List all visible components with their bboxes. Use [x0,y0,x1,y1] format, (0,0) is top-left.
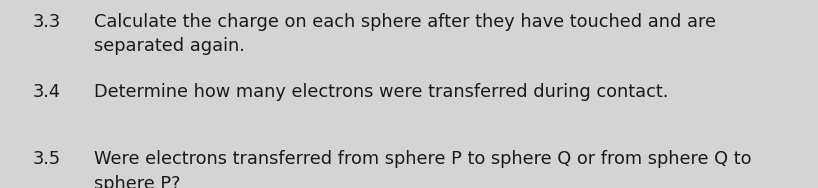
Text: 3.5: 3.5 [33,150,61,168]
Text: 3.4: 3.4 [33,83,61,101]
Text: Were electrons transferred from sphere P to sphere Q or from sphere Q to
sphere : Were electrons transferred from sphere P… [94,150,752,188]
Text: Determine how many electrons were transferred during contact.: Determine how many electrons were transf… [94,83,668,101]
Text: 3.3: 3.3 [33,13,61,31]
Text: Calculate the charge on each sphere after they have touched and are
separated ag: Calculate the charge on each sphere afte… [94,13,716,55]
